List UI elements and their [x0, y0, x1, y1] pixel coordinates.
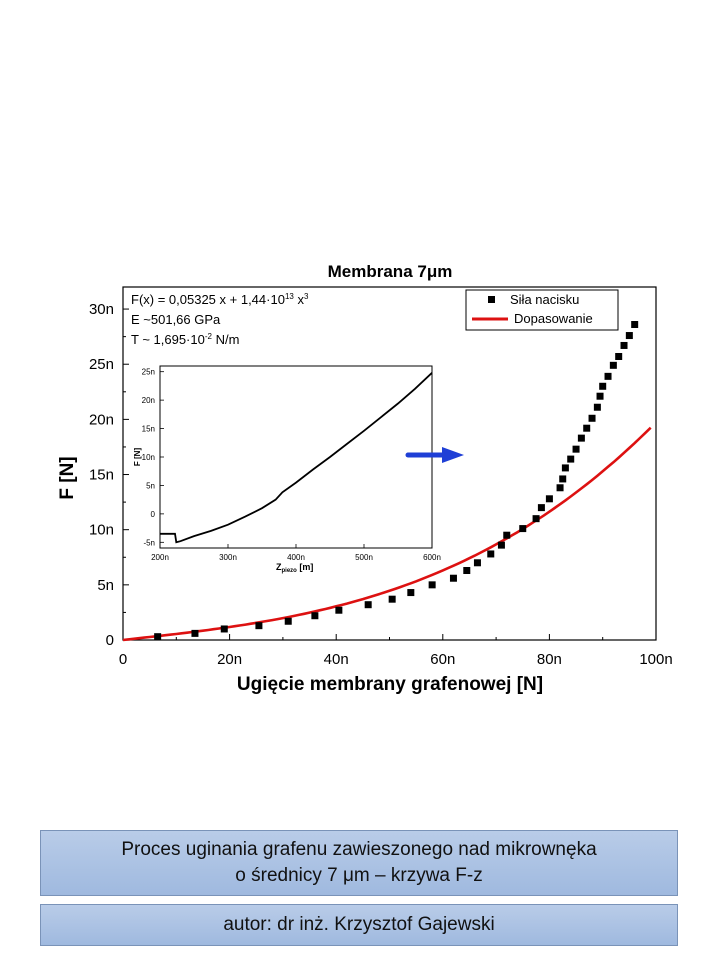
data-point	[191, 629, 199, 637]
data-point	[561, 464, 569, 472]
fit-modulus: E ~501,66 GPa	[131, 312, 221, 327]
inset-x-tick-label: 600n	[423, 553, 441, 562]
inset-y-tick-label: 25n	[142, 368, 155, 377]
data-point	[220, 625, 228, 633]
inset-curve-line	[160, 372, 433, 544]
data-point	[577, 434, 585, 442]
y-tick-label: 15n	[89, 467, 114, 484]
y-tick-label: 5n	[97, 577, 114, 594]
fit-annotation: F(x) = 0,05325 x + 1,44·1013 x3 E ~501,6…	[131, 292, 309, 347]
x-tick-label: 80n	[537, 651, 562, 668]
inset-y-tick-label: 15n	[142, 425, 155, 434]
y-tick-label: 30n	[89, 301, 114, 318]
y-tick-label: 10n	[89, 522, 114, 539]
data-point	[519, 525, 527, 533]
x-tick-label: 40n	[324, 651, 349, 668]
data-point	[532, 515, 540, 523]
data-point	[572, 445, 580, 453]
data-point	[609, 361, 617, 369]
data-point	[335, 606, 343, 614]
inset-y-tick-label: 10n	[142, 453, 155, 462]
y-tick-label: 20n	[89, 411, 114, 428]
x-tick-label: 100n	[639, 651, 672, 668]
data-point	[599, 382, 607, 390]
fit-curve-line	[122, 426, 652, 642]
fit-equation: F(x) = 0,05325 x + 1,44·1013 x3	[131, 292, 309, 307]
inset-y-tick-label: 0	[151, 510, 156, 519]
data-point	[449, 574, 457, 582]
caption-title-box: Proces uginania grafenu zawieszonego nad…	[40, 830, 678, 896]
inset-y-label: F [N]	[133, 448, 142, 467]
data-point	[255, 622, 263, 630]
legend-marker-sila	[488, 296, 495, 303]
data-point	[497, 541, 505, 549]
data-point	[625, 332, 633, 340]
legend-label-dopasowanie: Dopasowanie	[514, 311, 593, 326]
data-point	[596, 392, 604, 400]
data-point	[545, 495, 553, 503]
x-tick-label: 0	[119, 651, 127, 668]
data-point	[567, 455, 575, 463]
y-tick-label: 0	[106, 632, 114, 649]
data-point	[388, 595, 396, 603]
legend-label-sila: Siła nacisku	[510, 292, 579, 307]
inset-plot: -5n 0 5n 10n 15n 20n 25n 200n 300n 400n 500n 600n F …	[133, 365, 441, 562]
y-axis-label: F [N]	[57, 456, 78, 499]
data-point	[620, 341, 628, 349]
inset-x-tick-label: 300n	[219, 553, 237, 562]
legend: Siła nacisku Dopasowanie	[465, 289, 619, 331]
data-point	[428, 581, 436, 589]
caption-line-1: Proces uginania grafenu zawieszonego nad…	[121, 839, 597, 860]
data-point	[364, 601, 372, 609]
data-point	[604, 372, 612, 380]
chart-title: Membrana 7μm	[328, 262, 453, 281]
data-point	[487, 550, 495, 558]
caption-line-2: o średnicy 7 μm – krzywa F-z	[235, 865, 483, 886]
inset-y-tick-label: -5n	[143, 538, 155, 547]
data-point	[631, 321, 639, 329]
x-tick-label: 20n	[217, 651, 242, 668]
y-tick-label: 25n	[89, 356, 114, 373]
inset-x-tick-label: 200n	[151, 553, 169, 562]
inset-y-tick-label: 5n	[146, 481, 155, 490]
data-point	[593, 403, 601, 411]
caption-author: autor: dr inż. Krzysztof Gajewski	[223, 914, 495, 935]
data-point	[615, 352, 623, 360]
data-point	[556, 484, 564, 492]
x-tick-label: 60n	[430, 651, 455, 668]
inset-y-tick-label: 20n	[142, 396, 155, 405]
inset-x-tick-label: 500n	[355, 553, 373, 562]
data-point	[473, 559, 481, 567]
data-point	[503, 531, 511, 539]
fit-tension: T ~ 1,695·10-2 N/m	[131, 332, 239, 347]
data-point	[407, 589, 415, 597]
data-point	[311, 612, 319, 620]
inset-frame	[159, 365, 433, 549]
arrow-icon	[405, 447, 464, 463]
data-point	[284, 617, 292, 625]
inset-x-label: Zpiezo [m]	[276, 562, 313, 574]
data-point	[463, 567, 471, 575]
data-point	[583, 424, 591, 432]
data-point	[559, 475, 567, 483]
caption-author-box: autor: dr inż. Krzysztof Gajewski	[40, 904, 678, 946]
x-axis-label: Ugięcie membrany grafenowej [N]	[237, 674, 543, 695]
data-point	[154, 633, 162, 641]
data-point	[537, 504, 545, 512]
inset-x-tick-label: 400n	[287, 553, 305, 562]
data-point	[588, 414, 596, 422]
main-axes: 0 5n 10n 15n 20n 25n 30n 0 20n 40n 60n 80n 100n	[89, 286, 673, 668]
